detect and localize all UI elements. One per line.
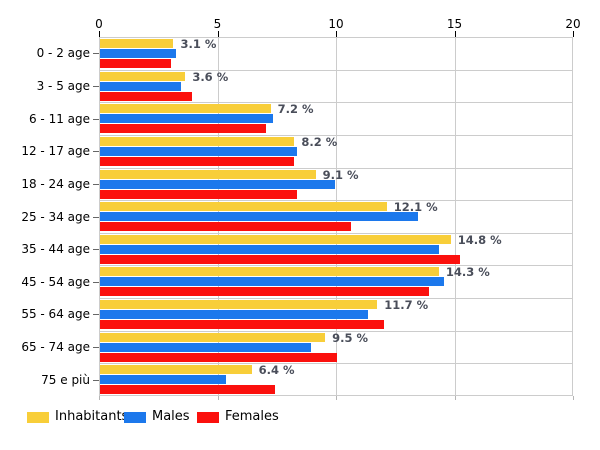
x-tick-label: 10 <box>328 17 344 31</box>
y-axis-tick <box>93 85 99 87</box>
x-tick-label: 15 <box>446 17 463 31</box>
bar-males-8 <box>100 277 444 287</box>
legend-label-inhabitants: Inhabitants <box>55 409 129 424</box>
y-category-label: 75 e più <box>41 372 90 387</box>
y-category-label: 6 - 11 age <box>28 111 90 126</box>
x-axis-tick <box>336 31 337 37</box>
bar-inhabitants-10 <box>100 332 326 342</box>
bar-males-6 <box>100 212 418 222</box>
bar-females-5 <box>100 189 297 199</box>
horizontal-gridline <box>99 134 573 136</box>
bar-males-1 <box>100 49 176 58</box>
bar-females-4 <box>100 156 295 166</box>
bar-inhabitants-8 <box>100 267 439 277</box>
horizontal-gridline <box>99 265 573 267</box>
bar-value-label: 3.1 % <box>180 37 217 51</box>
bar-inhabitants-3 <box>100 104 271 114</box>
horizontal-gridline <box>99 298 573 300</box>
x-tick-label: 20 <box>565 17 581 31</box>
bar-value-label: 14.3 % <box>445 265 490 280</box>
bar-males-10 <box>100 342 311 352</box>
bar-value-label: 6.4 % <box>258 363 295 378</box>
y-axis-tick <box>93 379 99 381</box>
x-axis-tick <box>454 31 456 37</box>
horizontal-gridline <box>99 69 573 71</box>
bar-value-label: 9.1 % <box>322 167 359 182</box>
bar-value-label: 12.1 % <box>393 200 438 215</box>
x-tick-label: 5 <box>213 17 222 31</box>
bar-females-11 <box>100 385 276 395</box>
y-category-label: 35 - 44 age <box>21 242 90 257</box>
bar-value-label: 3.6 % <box>192 69 229 84</box>
bar-females-3 <box>100 124 266 134</box>
x-tick-label: 0 <box>95 17 103 31</box>
bar-inhabitants-9 <box>100 300 378 310</box>
horizontal-gridline <box>99 200 573 202</box>
x-axis-bottom-tick <box>99 396 100 400</box>
bar-females-6 <box>100 222 352 232</box>
legend-swatch-inhabitants <box>27 412 49 423</box>
legend-swatch-females <box>197 412 219 423</box>
bar-males-11 <box>100 375 226 385</box>
vertical-gridline <box>454 37 456 396</box>
bar-inhabitants-11 <box>100 365 252 375</box>
x-axis-bottom-tick <box>336 396 337 400</box>
bar-inhabitants-5 <box>100 169 316 179</box>
x-axis-tick <box>573 31 574 37</box>
bar-inhabitants-4 <box>100 136 295 146</box>
y-category-label: 12 - 17 age <box>21 144 90 159</box>
y-axis-tick <box>93 151 99 153</box>
y-category-label: 45 - 54 age <box>21 274 90 289</box>
bar-males-4 <box>100 146 297 156</box>
horizontal-gridline <box>99 363 573 365</box>
y-axis-tick <box>93 216 99 218</box>
bar-females-1 <box>100 59 172 68</box>
y-category-label: 55 - 64 age <box>21 307 90 322</box>
bar-value-label: 8.2 % <box>301 134 338 149</box>
horizontal-gridline <box>99 232 573 234</box>
legend-label-males: Males <box>152 409 190 424</box>
bar-females-7 <box>100 254 461 264</box>
bar-value-label: 11.7 % <box>384 298 429 313</box>
bar-males-2 <box>100 81 181 91</box>
bar-males-5 <box>100 179 335 189</box>
x-axis-bottom-tick <box>573 396 574 400</box>
y-category-label: 0 - 2 age <box>36 46 90 61</box>
horizontal-gridline <box>99 102 573 104</box>
x-axis-tick <box>217 31 219 37</box>
horizontal-gridline <box>99 167 573 169</box>
bar-females-10 <box>100 352 337 362</box>
bar-value-label: 14.8 % <box>457 232 502 247</box>
y-category-label: 65 - 74 age <box>21 340 90 355</box>
y-axis-tick <box>93 118 99 120</box>
x-axis-bottom-tick <box>454 396 456 400</box>
bar-females-2 <box>100 91 193 101</box>
y-category-label: 18 - 24 age <box>21 176 90 191</box>
y-axis-tick <box>93 281 99 283</box>
y-category-label: 3 - 5 age <box>36 78 90 93</box>
bar-males-7 <box>100 244 439 254</box>
bar-females-8 <box>100 287 430 297</box>
x-axis-tick <box>99 31 100 37</box>
legend-swatch-males <box>124 412 146 423</box>
y-axis-tick <box>93 53 99 55</box>
bar-inhabitants-6 <box>100 202 387 212</box>
y-axis-tick <box>93 347 99 349</box>
y-axis-tick <box>93 249 99 251</box>
horizontal-gridline <box>99 330 573 332</box>
bar-value-label: 9.5 % <box>332 330 369 345</box>
bar-females-9 <box>100 320 385 330</box>
x-axis-bottom-tick <box>217 396 219 400</box>
bar-inhabitants-7 <box>100 234 451 244</box>
y-axis-tick <box>93 183 99 185</box>
legend-label-females: Females <box>225 409 279 424</box>
bar-value-label: 7.2 % <box>277 102 314 117</box>
y-category-label: 25 - 34 age <box>21 209 90 224</box>
bar-males-9 <box>100 310 368 320</box>
bar-males-3 <box>100 114 273 124</box>
y-axis-tick <box>93 314 99 316</box>
bar-inhabitants-1 <box>100 39 174 48</box>
bar-inhabitants-2 <box>100 71 186 81</box>
